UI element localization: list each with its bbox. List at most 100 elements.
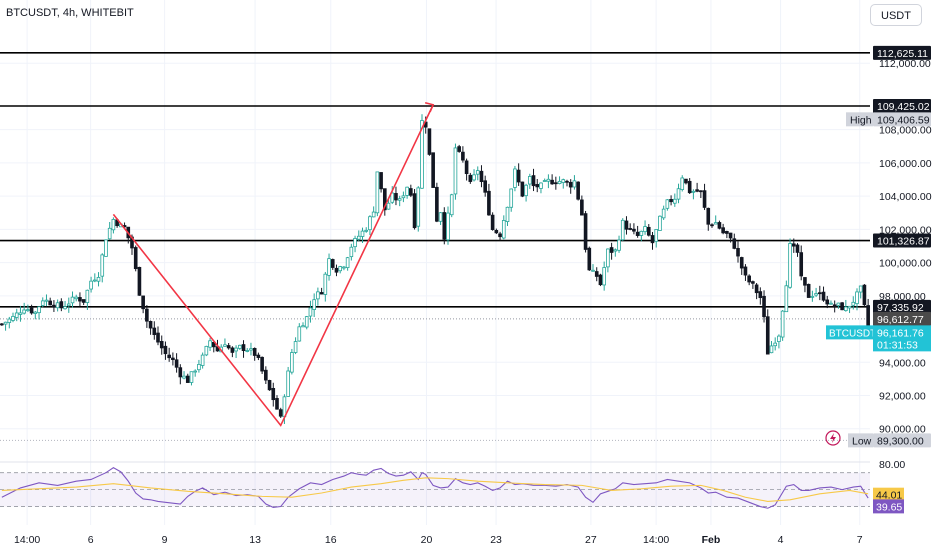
candle-body	[185, 375, 190, 383]
candle-body	[81, 299, 86, 303]
candle-body	[494, 230, 499, 234]
candle-body	[795, 244, 800, 253]
candle-body	[784, 285, 789, 313]
price-tick-label: 112,000.00	[879, 58, 931, 70]
candle-body	[148, 321, 153, 329]
candle-body	[171, 357, 175, 361]
candle-body	[371, 211, 376, 218]
candle-body	[7, 318, 12, 323]
candle-body	[394, 193, 398, 201]
candle-body	[100, 254, 105, 277]
rsi-tick-label: 80.00	[879, 459, 905, 471]
zigzag-drawing[interactable]	[112, 101, 435, 427]
candle-body	[223, 344, 227, 347]
candle-body	[26, 309, 30, 312]
low-price-tag-bg	[873, 433, 931, 448]
symbol-badge-bg	[826, 325, 873, 340]
level-price-tag-bg	[873, 45, 931, 60]
candle-body	[409, 188, 413, 196]
time-axis: 14:00 6 9 13 16 20 23 27 14:00 Feb 4 7	[14, 534, 863, 546]
candle-body	[70, 296, 75, 304]
time-tick-label: 6	[88, 534, 94, 546]
candle-body	[0, 323, 4, 326]
candle-body	[706, 207, 711, 225]
candle-body	[669, 198, 673, 203]
candle-body	[3, 321, 8, 325]
candle-body	[316, 291, 320, 300]
candle-body	[490, 214, 495, 230]
level-price-tag-text: 97,335.92	[877, 302, 924, 314]
candle-body	[66, 303, 71, 307]
level-price-tag: 101,326.87	[873, 233, 931, 248]
candle-body	[59, 301, 64, 309]
symbol-badge: BTCUSDT	[829, 328, 876, 339]
candle-body	[435, 186, 439, 222]
candle-body	[725, 230, 729, 234]
candle-body	[453, 147, 458, 195]
candle-body	[237, 344, 242, 349]
candle-body	[245, 350, 250, 352]
high-price-tag-text: 109,406.59	[877, 114, 930, 126]
time-tick-label: Feb	[702, 534, 721, 546]
level-price-tag-text: 101,326.87	[877, 236, 930, 248]
candle-body	[174, 359, 179, 368]
level-price-tag: 112,625.11	[873, 45, 931, 60]
candle-body	[111, 219, 116, 231]
candle-body	[386, 202, 391, 210]
candle-body	[617, 239, 621, 251]
rsi-tag: 39.65	[876, 501, 902, 513]
candle-body	[461, 151, 465, 161]
candle-body	[728, 232, 733, 239]
candle-body	[48, 300, 53, 306]
candle-body	[832, 304, 837, 307]
candle-body	[814, 293, 818, 296]
candle-body	[156, 332, 160, 343]
high-price-tag-bg	[873, 112, 931, 127]
price-tick-label: 106,000.00	[879, 158, 932, 170]
candle-body	[676, 188, 681, 200]
candle-body	[457, 146, 461, 152]
low-price-tag: 89,300.00	[873, 433, 931, 448]
candle-body	[639, 230, 644, 236]
candle-body	[390, 192, 395, 203]
candle-body	[264, 369, 268, 381]
candle-body	[591, 269, 595, 272]
candle-body	[613, 249, 618, 252]
candle-body	[628, 228, 633, 230]
candle-body	[546, 178, 551, 182]
candle-body	[293, 341, 298, 353]
candle-body	[479, 170, 484, 183]
candle-body	[702, 190, 707, 208]
candle-body	[513, 168, 517, 188]
candle-body	[554, 182, 558, 185]
candle-body	[14, 312, 19, 318]
candle-body	[360, 230, 365, 237]
alert-icon[interactable]	[825, 430, 841, 446]
candle-body	[446, 212, 450, 241]
candle-body	[777, 335, 781, 343]
rsi-tag-bg	[873, 499, 904, 514]
candle-body	[256, 354, 261, 358]
candle-body	[620, 219, 625, 241]
candle-body	[594, 271, 599, 277]
level-price-tag-text: 96,612.77	[877, 314, 924, 326]
candle-body	[412, 193, 417, 229]
candle-body	[420, 120, 424, 189]
candle-body	[133, 247, 138, 270]
candle-body	[40, 300, 45, 306]
currency-button[interactable]: USDT	[870, 4, 922, 26]
level-price-tag-bg	[873, 299, 931, 314]
candle-body	[137, 266, 142, 296]
candle-body	[539, 182, 543, 189]
time-tick-label: 14:00	[14, 534, 40, 546]
candle-body	[695, 189, 699, 192]
candle-body	[758, 291, 763, 299]
candle-body	[78, 297, 82, 302]
candle-body	[788, 243, 792, 288]
candle-body	[635, 231, 640, 236]
candle-body	[449, 194, 454, 216]
price-tick-label: 100,000.00	[879, 258, 932, 270]
candle-body	[304, 316, 309, 328]
candle-body	[226, 345, 231, 349]
